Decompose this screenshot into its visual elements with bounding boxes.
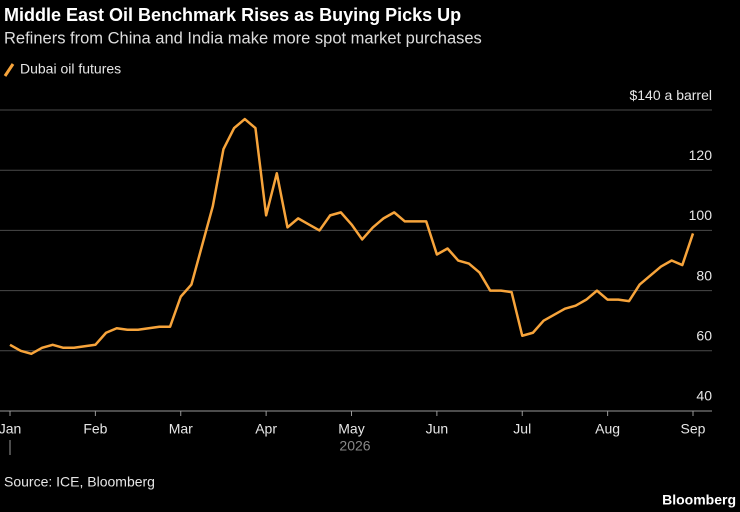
- brand: Bloomberg: [662, 492, 736, 508]
- y-tick-label: $140 a barrel: [629, 87, 712, 103]
- legend-swatch: [3, 63, 15, 77]
- y-tick-label: 120: [689, 147, 713, 163]
- x-tick-label: Aug: [595, 421, 620, 437]
- x-tick-label: Apr: [255, 421, 277, 437]
- chart-subtitle: Refiners from China and India make more …: [4, 29, 482, 47]
- y-tick-label: 100: [689, 207, 713, 223]
- chart-title: Middle East Oil Benchmark Rises as Buyin…: [4, 5, 461, 25]
- x-tick-label: Jul: [513, 421, 531, 437]
- series-line: [9, 117, 695, 356]
- y-tick-label: 80: [696, 267, 712, 283]
- x-tick-label: May: [338, 421, 364, 437]
- x-tick-label: Feb: [83, 421, 107, 437]
- x-tick-label: Mar: [169, 421, 193, 437]
- legend-label: Dubai oil futures: [20, 61, 121, 77]
- x-tick-label: Jun: [426, 421, 449, 437]
- year-label: 2026: [339, 438, 370, 454]
- source: Source: ICE, Bloomberg: [4, 474, 155, 490]
- x-tick-label: Sep: [681, 421, 706, 437]
- y-tick-label: 60: [696, 328, 712, 344]
- y-tick-label: 40: [696, 388, 712, 404]
- x-tick-label: Jan: [0, 421, 21, 437]
